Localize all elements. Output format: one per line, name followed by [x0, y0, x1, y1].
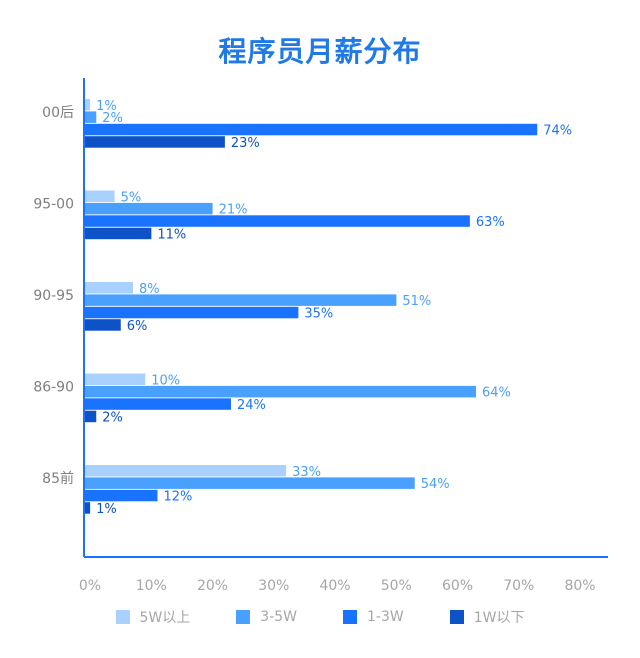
x-tick-label: 30% [258, 578, 289, 594]
legend-swatch [449, 610, 464, 624]
chart-title: 程序员月薪分布 [218, 35, 422, 68]
x-tick-label: 20% [197, 578, 228, 594]
data-label: 63% [476, 215, 505, 230]
bar [84, 465, 287, 477]
x-tick-label: 60% [442, 578, 473, 594]
data-label: 64% [482, 386, 511, 401]
data-label: 33% [292, 465, 321, 480]
bar [84, 502, 91, 514]
bar [84, 123, 538, 136]
x-tick-label: 40% [319, 578, 350, 594]
category-label: 95-00 [33, 196, 74, 212]
data-label: 54% [421, 477, 450, 492]
data-label: 10% [151, 373, 180, 388]
bar [84, 489, 158, 502]
bar [84, 373, 146, 385]
data-label: 1% [96, 99, 117, 114]
data-label: 2% [102, 111, 123, 126]
category-label: 85前 [42, 470, 74, 487]
legend-label: 3-5W [260, 609, 297, 625]
data-label: 11% [157, 227, 186, 242]
bar [84, 319, 121, 331]
data-label: 1% [96, 502, 117, 517]
value-labels-layer: 1%2%74%23%5%21%63%11%8%51%35%6%10%64%24%… [96, 99, 572, 517]
bar [84, 294, 397, 306]
data-label: 21% [219, 203, 248, 218]
category-label: 90-95 [33, 288, 74, 304]
x-tick-label: 50% [381, 578, 412, 594]
bar [84, 385, 476, 398]
bar [84, 410, 97, 423]
bar [84, 99, 91, 111]
legend-label: 1W以下 [473, 610, 525, 626]
bar-chart: 1%2%74%23%5%21%63%11%8%51%35%6%10%64%24%… [33, 78, 608, 594]
data-label: 6% [127, 319, 148, 334]
bar [84, 227, 152, 240]
bars-layer [84, 99, 538, 514]
bar [84, 111, 97, 123]
bar [84, 398, 231, 410]
data-label: 5% [121, 190, 142, 205]
bar [84, 202, 213, 215]
bar [84, 190, 115, 202]
bar [84, 306, 299, 319]
legend-swatch [343, 610, 357, 624]
legend-item: 1-3W [343, 607, 404, 627]
bar [84, 282, 133, 294]
bar [84, 477, 415, 489]
legend-label: 5W以上 [139, 610, 191, 626]
x-tick-label: 70% [503, 578, 534, 594]
data-label: 74% [543, 124, 572, 139]
legend: 5W以上 3-5W 1-3W 1W以下 [0, 607, 640, 627]
data-label: 23% [231, 136, 260, 151]
legend-item: 3-5W [236, 607, 297, 627]
data-label: 51% [402, 294, 431, 309]
x-tick-label: 10% [136, 578, 167, 594]
legend-item: 1W以下 [449, 607, 525, 627]
category-label: 00后 [42, 105, 74, 121]
legend-item: 5W以上 [115, 607, 191, 627]
legend-swatch [236, 610, 251, 624]
bar [84, 136, 225, 148]
category-label: 86-90 [33, 379, 74, 395]
x-tick-label: 80% [564, 578, 595, 594]
data-label: 35% [304, 307, 333, 322]
x-tick-label: 0% [79, 578, 101, 594]
data-label: 8% [139, 282, 160, 297]
data-label: 12% [164, 490, 193, 505]
data-label: 2% [102, 410, 123, 425]
axis-layer: 00后 95-00 90-95 86-90 85前 0% 10% 20% 30% 40% 50% 60… [33, 78, 608, 594]
legend-swatch [115, 610, 130, 624]
bar [84, 215, 470, 227]
data-label: 24% [237, 398, 266, 413]
legend-label: 1-3W [367, 609, 404, 625]
